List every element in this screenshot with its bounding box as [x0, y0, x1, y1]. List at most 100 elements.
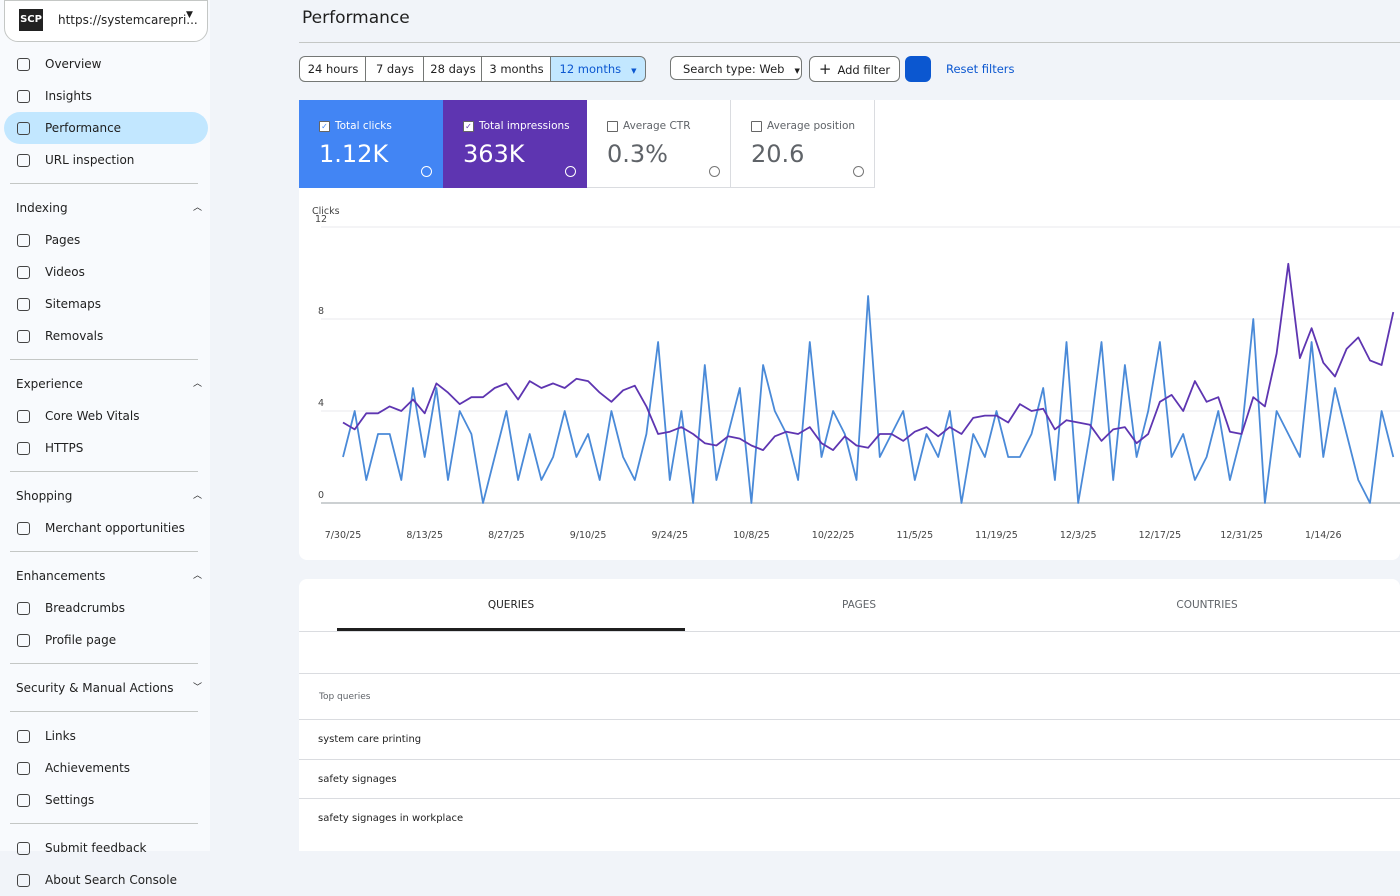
- chevron: ︿: [192, 491, 202, 501]
- date-range-button[interactable]: 24 hours: [299, 56, 366, 82]
- section-heading[interactable]: Shopping ︿: [16, 480, 202, 512]
- tab[interactable]: PAGES: [841, 599, 877, 611]
- y-tick-label: 12: [315, 214, 327, 225]
- divider: [299, 631, 1400, 632]
- x-tick-label: 12/17/25: [1139, 530, 1182, 541]
- plus-icon: +: [818, 60, 832, 78]
- dropdown-icon: ▼: [186, 10, 193, 20]
- table-row[interactable]: safety signages: [299, 758, 1400, 799]
- nav-icon: [17, 634, 30, 647]
- nav-item[interactable]: Removals: [4, 320, 208, 352]
- metric-tile[interactable]: Average CTR 0.3%: [587, 100, 731, 188]
- table-row[interactable]: safety signages in workplace: [299, 798, 1400, 838]
- date-range-button[interactable]: 3 months: [481, 56, 551, 82]
- x-tick-label: 7/30/25: [325, 530, 362, 541]
- x-tick-label: 9/24/25: [651, 530, 688, 541]
- query-text: safety signages in workplace: [318, 813, 464, 824]
- divider: [10, 823, 198, 824]
- nav-item[interactable]: Submit feedback: [4, 832, 208, 864]
- tab[interactable]: QUERIES: [487, 599, 535, 611]
- nav-label: Sitemaps: [45, 297, 101, 311]
- checkbox: ✓: [319, 121, 330, 132]
- nav-label: Core Web Vitals: [45, 409, 140, 423]
- search-type-button[interactable]: Search type: Web ▼: [670, 56, 802, 80]
- nav-icon: [17, 602, 30, 615]
- nav-label: Performance: [45, 121, 122, 135]
- nav-item[interactable]: Insights: [4, 80, 208, 112]
- add-filter-button[interactable]: + Add filter: [809, 56, 900, 82]
- nav-item[interactable]: Core Web Vitals: [4, 400, 208, 432]
- date-range-button[interactable]: 7 days: [365, 56, 424, 82]
- x-tick-label: 10/8/25: [733, 530, 770, 541]
- divider: [10, 663, 198, 664]
- nav-label: Pages: [45, 233, 81, 247]
- metric-tile[interactable]: ✓ Total impressions 363K: [443, 100, 587, 188]
- nav-icon: [17, 90, 30, 103]
- nav-item[interactable]: HTTPS: [4, 432, 208, 464]
- checkbox: [607, 121, 618, 132]
- nav-icon: [17, 442, 30, 455]
- nav-item[interactable]: Performance: [4, 112, 208, 144]
- nav-item[interactable]: Sitemaps: [4, 288, 208, 320]
- nav-item[interactable]: URL inspection: [4, 144, 208, 176]
- nav-item[interactable]: Breadcrumbs: [4, 592, 208, 624]
- divider: [10, 183, 198, 184]
- x-tick-label: 9/10/25: [570, 530, 607, 541]
- metric-label: Average CTR: [623, 120, 691, 132]
- section-heading[interactable]: Security & Manual Actions ﹀: [16, 672, 202, 704]
- nav-icon: [17, 122, 30, 135]
- table-row[interactable]: system care printing: [299, 719, 1400, 759]
- nav-label: URL inspection: [45, 153, 135, 167]
- nav-label: Achievements: [45, 761, 131, 775]
- nav-item[interactable]: Merchant opportunities: [4, 512, 208, 544]
- nav-label: Breadcrumbs: [45, 601, 125, 615]
- nav-label: Videos: [45, 265, 85, 279]
- nav-label: Merchant opportunities: [45, 521, 185, 535]
- date-range-button[interactable]: 12 months ▼: [550, 56, 646, 82]
- series-line: [342, 262, 1395, 451]
- nav-label: Submit feedback: [45, 841, 147, 855]
- chevron: ︿: [192, 203, 202, 213]
- nav-item[interactable]: Links: [4, 720, 208, 752]
- nav-label: Profile page: [45, 633, 117, 647]
- x-tick-label: 12/31/25: [1220, 530, 1263, 541]
- metric-value: 1.12K: [319, 140, 389, 168]
- chevron: ︿: [192, 571, 202, 581]
- nav-item[interactable]: Overview: [4, 48, 208, 80]
- nav-item[interactable]: Achievements: [4, 752, 208, 784]
- divider: [10, 711, 198, 712]
- section-heading[interactable]: Experience ︿: [16, 368, 202, 400]
- nav-item[interactable]: Pages: [4, 224, 208, 256]
- metric-tile[interactable]: Average position 20.6: [731, 100, 875, 188]
- date-range-button[interactable]: 28 days: [423, 56, 482, 82]
- nav-item[interactable]: Videos: [4, 256, 208, 288]
- nav-label: Links: [45, 729, 76, 743]
- query-text: system care printing: [318, 734, 422, 745]
- nav-icon: [17, 522, 30, 535]
- section-heading[interactable]: Enhancements ︿: [16, 560, 202, 592]
- nav-item[interactable]: Settings: [4, 784, 208, 816]
- section-heading[interactable]: Indexing ︿: [16, 192, 202, 224]
- nav-item[interactable]: Profile page: [4, 624, 208, 656]
- divider: [10, 471, 198, 472]
- metric-tile[interactable]: ✓ Total clicks 1.12K: [299, 100, 443, 188]
- y-tick-label: 0: [318, 490, 324, 501]
- y-tick-label: 4: [318, 398, 324, 409]
- tab[interactable]: COUNTRIES: [1176, 599, 1238, 611]
- x-tick-label: 11/5/25: [897, 530, 934, 541]
- divider: [10, 359, 198, 360]
- reset-filters-link[interactable]: Reset filters: [946, 62, 1015, 76]
- series-line: [342, 295, 1395, 504]
- column-header: Top queries: [319, 692, 371, 702]
- sidebar: SCP https://systemcarepri... ▼ Overview I…: [0, 0, 210, 887]
- page-title: Performance: [302, 8, 410, 28]
- metric-label: Total impressions: [479, 120, 570, 132]
- x-tick-label: 8/27/25: [488, 530, 525, 541]
- nav-icon: [17, 762, 30, 775]
- nav-icon: [17, 730, 30, 743]
- nav-label: Removals: [45, 329, 104, 343]
- property-selector[interactable]: SCP https://systemcarepri... ▼: [4, 0, 208, 42]
- nav-item[interactable]: About Search Console: [4, 864, 208, 896]
- filter-settings-button[interactable]: [905, 56, 931, 82]
- x-tick-label: 1/14/26: [1305, 530, 1342, 541]
